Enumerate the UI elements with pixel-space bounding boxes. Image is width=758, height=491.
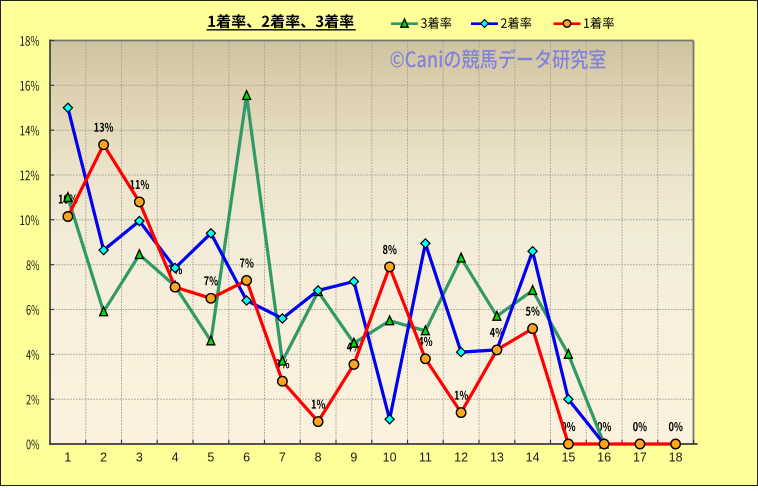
svg-text:8: 8 xyxy=(315,450,322,464)
svg-text:16: 16 xyxy=(597,450,611,464)
svg-text:15: 15 xyxy=(561,450,575,464)
svg-text:7: 7 xyxy=(279,450,286,464)
svg-text:9: 9 xyxy=(350,450,357,464)
svg-text:11: 11 xyxy=(419,450,432,464)
svg-text:3: 3 xyxy=(136,450,143,464)
svg-text:18: 18 xyxy=(669,450,683,464)
svg-text:6: 6 xyxy=(243,450,250,464)
svg-text:12: 12 xyxy=(454,450,468,464)
svg-text:13: 13 xyxy=(490,450,504,464)
svg-text:1: 1 xyxy=(64,450,71,464)
svg-text:14: 14 xyxy=(526,450,540,464)
svg-text:2: 2 xyxy=(100,450,107,464)
svg-text:10: 10 xyxy=(383,450,397,464)
svg-text:17: 17 xyxy=(633,450,647,464)
svg-text:5: 5 xyxy=(207,450,214,464)
svg-text:4: 4 xyxy=(172,450,179,464)
